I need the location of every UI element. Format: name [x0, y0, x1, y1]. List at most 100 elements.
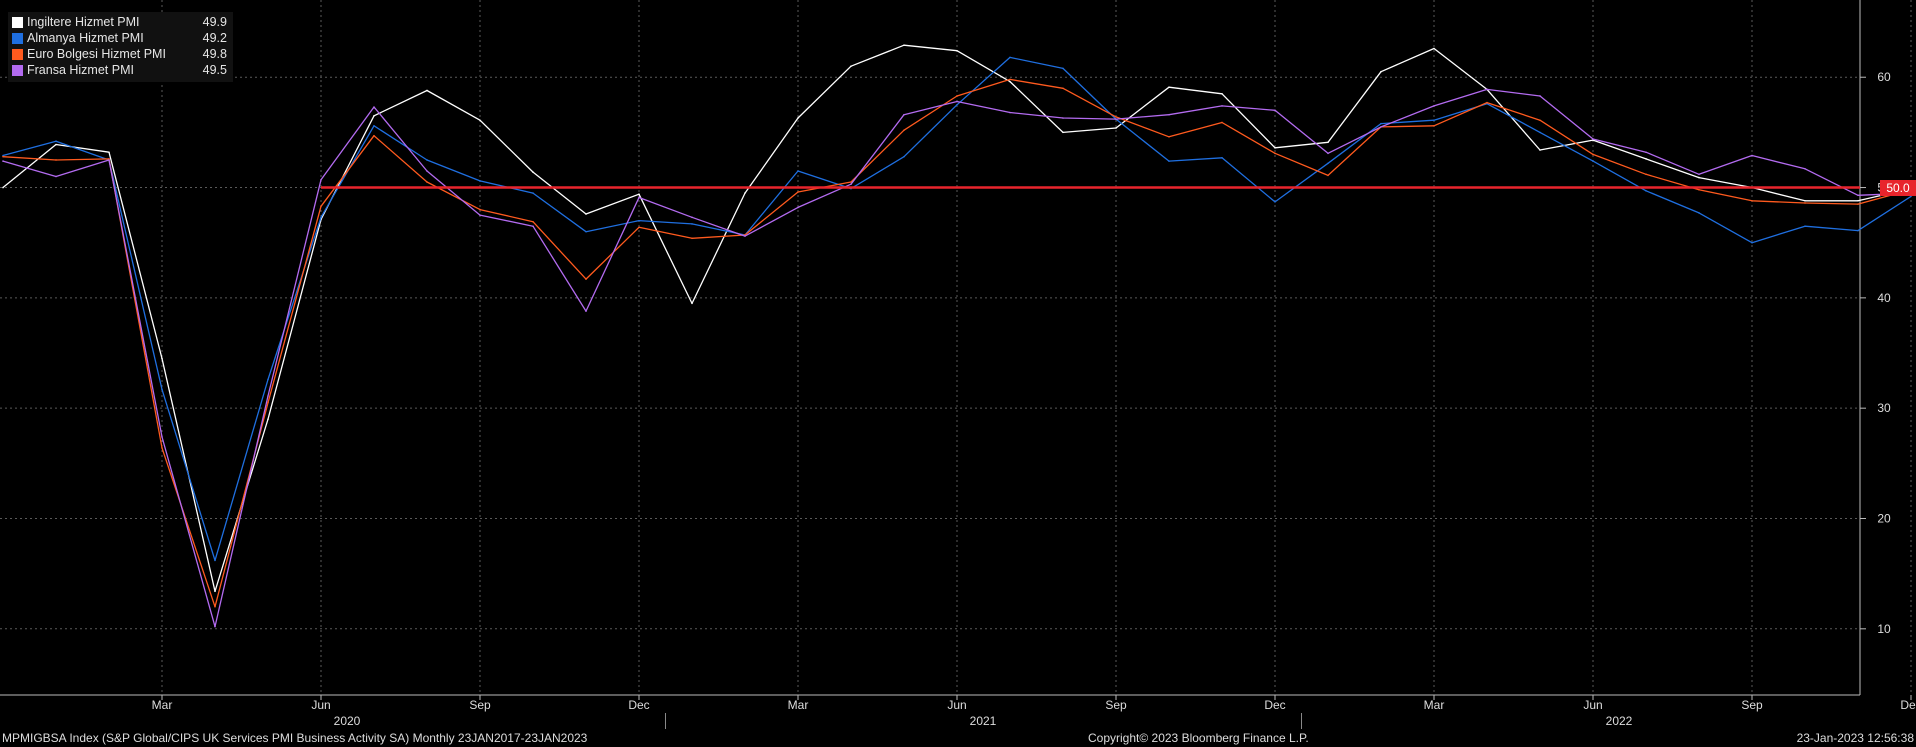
data-point — [1327, 152, 1329, 155]
data-point — [903, 155, 905, 158]
data-point — [1486, 88, 1488, 91]
legend-item-germany: Almanya Hizmet PMI 49.2 — [12, 30, 227, 46]
chart-legend: Ingiltere Hizmet PMI 49.9 Almanya Hizmet… — [8, 12, 233, 82]
x-tick-label: Dec — [1900, 698, 1916, 712]
data-point — [1698, 176, 1700, 179]
data-point — [214, 590, 216, 593]
data-point — [1645, 158, 1647, 160]
data-point — [1380, 126, 1382, 128]
data-point — [1168, 135, 1170, 138]
legend-name-france: Fransa Hizmet PMI — [27, 63, 134, 77]
x-tick-label: Sep — [469, 698, 491, 712]
data-point — [267, 395, 269, 397]
legend-value-eurozone: 49.8 — [202, 47, 227, 61]
y-tick-label: 30 — [1877, 401, 1891, 415]
data-point — [373, 124, 375, 127]
data-point — [1433, 47, 1435, 50]
data-point — [1804, 202, 1806, 204]
data-point — [1115, 127, 1117, 129]
data-point — [956, 95, 958, 97]
data-point — [55, 175, 57, 178]
data-point — [479, 119, 481, 122]
data-point — [55, 159, 57, 161]
data-point — [267, 418, 269, 421]
x-year-label: 2022 — [1606, 714, 1633, 728]
data-point — [585, 310, 587, 312]
data-point — [320, 205, 322, 208]
data-point — [1009, 56, 1011, 59]
x-year-label: 2020 — [334, 714, 361, 728]
data-point — [691, 216, 693, 219]
data-point — [532, 225, 534, 227]
legend-value-germany: 49.2 — [202, 31, 227, 45]
data-point — [214, 559, 216, 562]
data-point — [1221, 105, 1223, 107]
data-point — [1857, 199, 1859, 202]
data-point — [956, 104, 958, 106]
data-point — [479, 208, 481, 211]
data-point — [797, 206, 799, 209]
data-point — [1751, 241, 1753, 244]
data-point — [373, 134, 375, 137]
data-point — [373, 106, 375, 108]
x-tick-label: Dec — [628, 698, 649, 712]
data-point — [1274, 152, 1276, 155]
data-point — [1115, 116, 1117, 118]
data-point — [903, 44, 905, 47]
data-point — [161, 388, 163, 391]
data-point — [1168, 86, 1170, 88]
data-point — [1592, 160, 1594, 162]
data-point — [214, 625, 216, 628]
data-point — [55, 143, 57, 146]
data-point — [1804, 167, 1806, 170]
legend-item-uk: Ingiltere Hizmet PMI 49.9 — [12, 14, 227, 30]
legend-name-germany: Almanya Hizmet PMI — [27, 31, 144, 45]
x-tick-label: Mar — [152, 698, 173, 712]
y-tick-label: 40 — [1877, 291, 1891, 305]
x-tick-label: Mar — [1424, 698, 1445, 712]
data-point — [1857, 194, 1859, 197]
data-point — [797, 170, 799, 172]
data-point — [1592, 138, 1594, 140]
data-point — [850, 181, 852, 183]
data-point — [161, 447, 163, 449]
footer-source: MPMIGBSA Index (S&P Global/CIPS UK Servi… — [2, 731, 588, 745]
data-point — [426, 170, 428, 172]
data-point — [267, 401, 269, 404]
data-point — [1009, 80, 1011, 83]
legend-name-uk: Ingiltere Hizmet PMI — [27, 15, 140, 29]
data-point — [1168, 160, 1170, 162]
data-point — [691, 223, 693, 225]
legend-value-france: 49.5 — [202, 63, 227, 77]
x-tick-label: Sep — [1105, 698, 1127, 712]
data-point — [108, 151, 110, 154]
data-point — [1751, 199, 1753, 202]
data-point — [1433, 124, 1435, 127]
data-point — [1698, 212, 1700, 214]
data-point — [55, 140, 57, 143]
data-point — [1327, 174, 1329, 177]
data-point — [1221, 156, 1223, 159]
data-point — [2, 154, 4, 157]
data-point — [691, 302, 693, 305]
data-point — [585, 230, 587, 233]
data-point — [2, 155, 4, 158]
data-point — [1009, 78, 1011, 81]
legend-swatch-germany — [12, 32, 23, 44]
reference-value-label: 50.0 — [1880, 179, 1916, 196]
data-point — [1486, 101, 1488, 104]
data-point — [638, 193, 640, 195]
x-tick-label: Jun — [311, 698, 330, 712]
data-point — [850, 183, 852, 186]
x-tick-label: Sep — [1741, 698, 1763, 712]
data-point — [479, 180, 481, 182]
data-point — [585, 278, 587, 280]
data-point — [1910, 195, 1912, 198]
data-point — [1645, 190, 1647, 192]
data-point — [1433, 119, 1435, 122]
series-line-2 — [2, 78, 1912, 608]
data-point — [1221, 92, 1223, 95]
legend-item-france: Fransa Hizmet PMI 49.5 — [12, 62, 227, 78]
data-point — [1645, 151, 1647, 154]
